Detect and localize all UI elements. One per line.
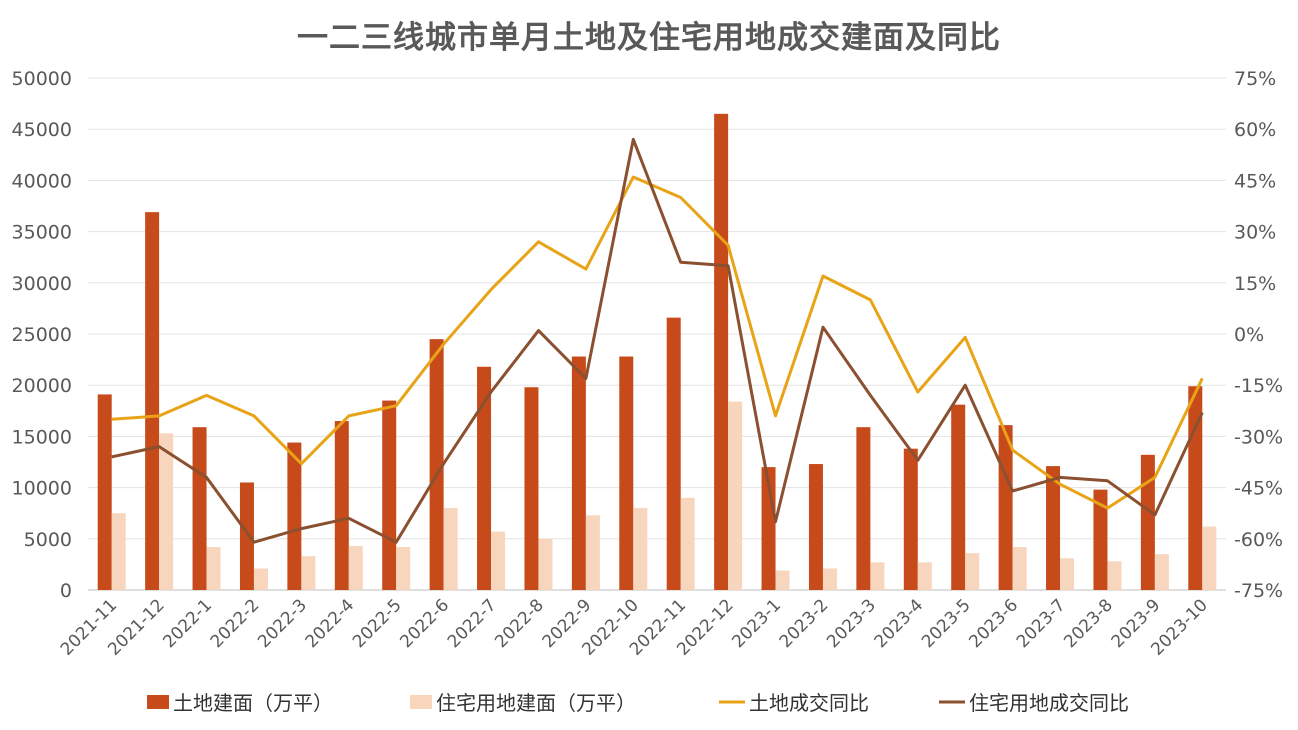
bar-residential-area — [633, 508, 648, 590]
bar-land-area — [524, 387, 539, 590]
y-right-tick-label: 15% — [1234, 273, 1276, 295]
legend-swatch — [147, 695, 169, 709]
bar-residential-area — [396, 546, 411, 590]
bar-land-area — [1140, 454, 1155, 590]
bar-residential-area — [775, 570, 790, 590]
bar-land-area — [287, 442, 302, 590]
legend-label: 住宅用地成交同比 — [969, 691, 1129, 715]
y-left-tick-label: 40000 — [12, 170, 72, 192]
bar-land-area — [1093, 489, 1108, 590]
bar-residential-area — [822, 568, 837, 590]
bar-land-area — [998, 425, 1013, 590]
bar-residential-area — [728, 401, 743, 590]
bar-residential-area — [1060, 558, 1075, 590]
chart-title: 一二三线城市单月土地及住宅用地成交建面及同比 — [297, 20, 1001, 56]
x-tick-label: 2022-7 — [444, 595, 501, 652]
bar-land-area — [477, 366, 492, 590]
bar-residential-area — [159, 433, 174, 590]
bar-residential-area — [111, 513, 126, 590]
bar-land-area — [808, 464, 823, 590]
bar-residential-area — [348, 545, 363, 590]
y-right-tick-label: 75% — [1234, 68, 1276, 90]
x-tick-label: 2022-2 — [207, 595, 264, 652]
line-land-yoy — [111, 175, 1204, 510]
x-tick-label: 2023-5 — [918, 595, 975, 652]
bar-residential-area — [917, 562, 932, 590]
x-tick-label: 2022-5 — [349, 595, 406, 652]
bar-land-area — [97, 394, 112, 590]
y-left-tick-label: 0 — [60, 580, 72, 602]
y-left-tick-label: 30000 — [12, 273, 72, 295]
bar-land-area — [714, 113, 729, 590]
bar-residential-area — [253, 568, 268, 590]
bar-residential-area — [301, 556, 316, 590]
y-right-tick-label: -30% — [1234, 426, 1283, 448]
bar-land-area — [334, 421, 349, 590]
y-left-tick-label: 35000 — [12, 222, 72, 244]
y-right-tick-label: 0% — [1234, 324, 1264, 346]
bar-residential-area — [585, 515, 600, 590]
bar-land-area — [619, 356, 634, 590]
legend-label: 土地建面（万平） — [173, 691, 333, 715]
x-tick-label: 2023-7 — [1013, 595, 1070, 652]
bar-land-area — [856, 427, 871, 590]
y-right-tick-label: -15% — [1234, 375, 1283, 397]
y-left-tick-label: 15000 — [12, 426, 72, 448]
bar-land-area — [951, 404, 966, 590]
y-left-tick-label: 20000 — [12, 375, 72, 397]
bar-land-area — [429, 339, 444, 590]
bar-land-area — [239, 482, 254, 590]
x-tick-label: 2022-1 — [159, 595, 216, 652]
x-tick-label: 2022-6 — [396, 595, 453, 652]
legend-label: 土地成交同比 — [749, 691, 869, 715]
y-left-tick-label: 50000 — [12, 68, 72, 90]
x-tick-label: 2023-2 — [776, 595, 833, 652]
x-tick-label: 2023-6 — [965, 595, 1022, 652]
bar-land-area — [382, 400, 397, 590]
bar-residential-area — [965, 553, 980, 590]
y-right-tick-label: 30% — [1234, 222, 1276, 244]
bar-land-area — [192, 427, 207, 590]
bar-residential-area — [1154, 554, 1169, 590]
x-tick-label: 2023-8 — [1060, 595, 1117, 652]
bar-residential-area — [538, 538, 553, 590]
bar-land-area — [145, 212, 160, 591]
y-right-tick-label: 60% — [1234, 119, 1276, 141]
y-right-tick-label: -75% — [1234, 580, 1283, 602]
x-tick-label: 2022-8 — [491, 595, 548, 652]
x-tick-label: 2022-4 — [302, 595, 359, 652]
bar-residential-area — [680, 497, 695, 590]
legend-swatch — [410, 695, 432, 709]
bar-residential-area — [1012, 546, 1027, 590]
legend-label: 住宅用地建面（万平） — [436, 691, 636, 715]
y-left-tick-label: 5000 — [24, 529, 72, 551]
bar-land-area — [571, 356, 586, 590]
bar-residential-area — [870, 562, 885, 590]
bar-residential-area — [1202, 526, 1217, 590]
bar-land-area — [903, 448, 918, 590]
bar-residential-area — [206, 546, 221, 590]
x-tick-label: 2023-1 — [728, 595, 785, 652]
y-left-tick-label: 45000 — [12, 119, 72, 141]
bar-land-area — [666, 317, 681, 590]
y-left-tick-label: 10000 — [12, 478, 72, 500]
y-right-tick-label: -45% — [1234, 478, 1283, 500]
bar-residential-area — [491, 531, 506, 590]
bar-residential-area — [443, 508, 458, 590]
x-tick-label: 2023-4 — [871, 595, 928, 652]
y-right-tick-label: -60% — [1234, 529, 1283, 551]
bar-land-area — [1046, 466, 1061, 590]
y-left-tick-label: 25000 — [12, 324, 72, 346]
bar-residential-area — [1107, 561, 1122, 590]
line-residential-yoy — [111, 137, 1204, 544]
y-right-tick-label: 45% — [1234, 170, 1276, 192]
x-tick-label: 2023-3 — [823, 595, 880, 652]
x-tick-label: 2022-3 — [254, 595, 311, 652]
